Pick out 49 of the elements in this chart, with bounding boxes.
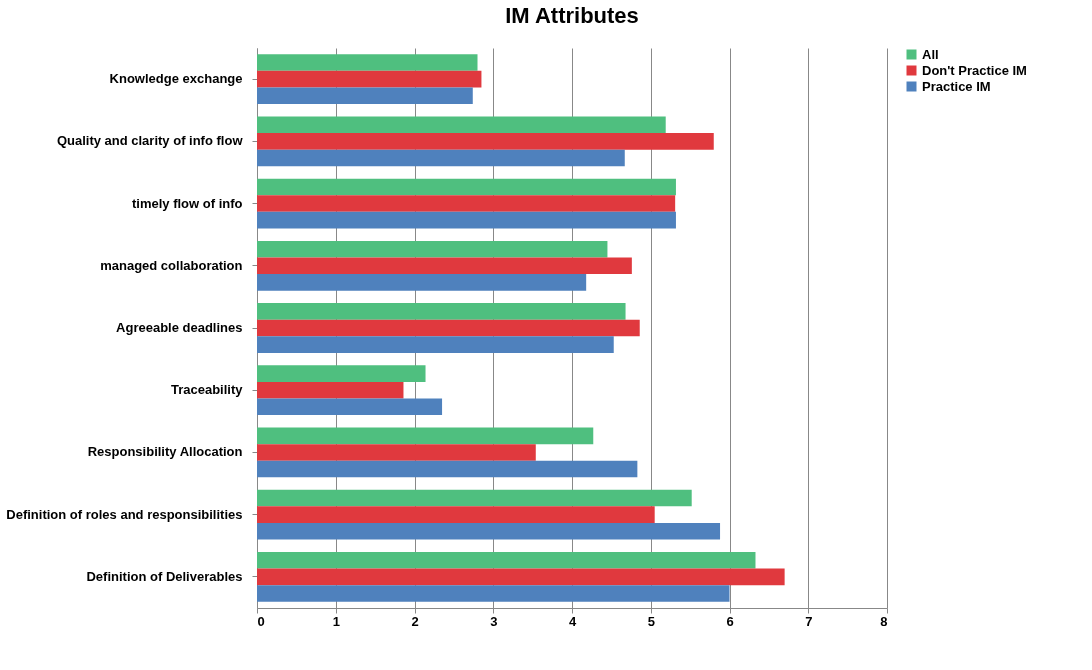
bar [257,133,714,150]
bar [257,489,692,507]
x-tick-label: 5 [647,613,655,629]
bar [257,336,614,353]
bar [257,116,666,134]
bar [257,178,676,196]
x-tick-label: 3 [490,613,498,629]
legend-label: Don't Practice IM [922,62,1027,78]
bar [257,54,478,71]
bar [257,211,676,229]
y-tick-label: timely flow of info [132,195,243,211]
bar [257,585,730,602]
y-tick-label: Quality and clarity of info flow [56,133,244,149]
x-tick-label: 7 [805,613,813,629]
bar [257,398,443,416]
y-tick-label: Definition of Deliverables [86,568,243,584]
x-tick-label: 2 [411,613,419,629]
bar [257,240,608,258]
bar [257,568,785,586]
bar [257,70,482,88]
y-tick-label: Knowledge exchange [109,71,243,87]
bar [257,87,473,104]
legend-label: All [922,46,939,62]
bar [257,427,594,445]
bar [257,149,625,167]
y-tick-label: Definition of roles and responsibilities [6,506,243,522]
bar [257,460,638,478]
y-tick-label: Responsibility Allocation [87,444,243,460]
legend-label: Practice IM [922,78,991,94]
bar [257,522,721,540]
chart-title: IM Attributes [505,3,639,28]
y-tick-label: managed collaboration [100,257,243,273]
bar [257,274,587,291]
x-tick-label: 6 [726,613,734,629]
bar [257,444,536,461]
x-tick-label: 8 [880,613,888,629]
x-tick-label: 0 [257,613,265,629]
bar [257,195,676,212]
y-tick-label: Agreeable deadlines [116,320,243,335]
bar [257,552,756,569]
bar [257,365,426,382]
bar [257,319,640,337]
bar [257,381,404,399]
bar [257,506,655,523]
bar [257,257,632,275]
y-tick-label: Traceability [170,382,244,398]
x-tick-label: 1 [332,613,340,629]
bar [257,303,626,320]
x-tick-label: 4 [568,613,577,629]
